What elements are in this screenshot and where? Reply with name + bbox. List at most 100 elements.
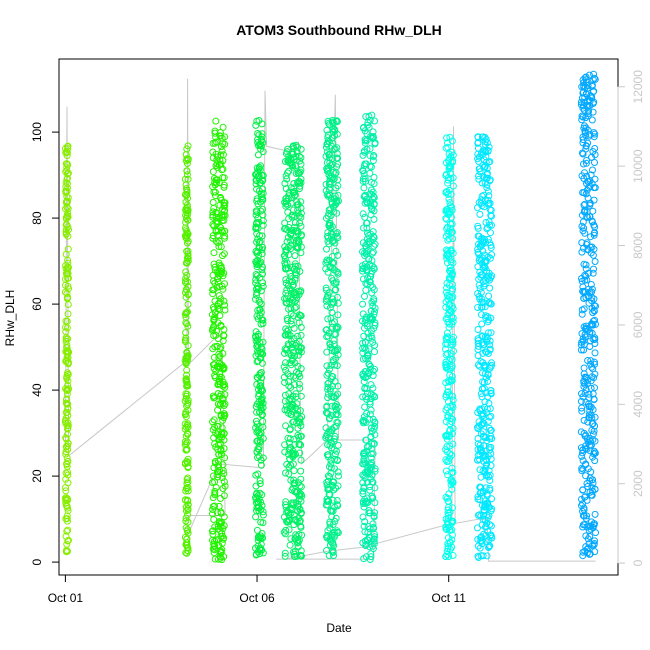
data-point: [477, 533, 485, 541]
data-point: [297, 166, 305, 174]
data-point: [443, 291, 451, 299]
data-point: [445, 165, 453, 173]
data-point: [477, 483, 485, 491]
data-point: [288, 340, 296, 348]
data-point: [218, 424, 226, 432]
data-point: [578, 464, 586, 472]
point-series-1: [61, 142, 73, 556]
data-point: [488, 532, 495, 540]
data-point: [220, 470, 228, 478]
data-point: [292, 393, 300, 401]
data-point: [63, 148, 70, 156]
data-point: [486, 284, 494, 292]
data-point: [184, 506, 192, 514]
data-point: [323, 302, 331, 310]
point-series-10: [577, 70, 599, 560]
data-point: [367, 553, 375, 561]
data-point: [335, 197, 342, 205]
data-point: [589, 269, 597, 277]
data-point: [478, 339, 486, 347]
data-point: [483, 181, 491, 189]
data-point: [369, 450, 377, 458]
data-point: [62, 145, 69, 152]
data-point: [478, 540, 486, 548]
data-point: [183, 232, 191, 240]
data-point: [291, 304, 299, 312]
data-point: [322, 284, 330, 292]
data-point: [324, 212, 332, 220]
data-point: [577, 397, 585, 405]
data-point: [369, 372, 377, 380]
data-point: [479, 552, 487, 560]
data-point: [181, 411, 189, 419]
data-point: [586, 533, 594, 540]
data-point: [478, 393, 486, 401]
data-point: [62, 450, 70, 458]
data-point: [475, 342, 483, 350]
data-point: [64, 213, 72, 221]
data-point: [64, 145, 72, 153]
data-point: [485, 272, 493, 280]
data-point: [184, 142, 192, 150]
data-point: [482, 348, 489, 356]
data-point: [214, 231, 222, 239]
data-point: [330, 446, 338, 454]
data-point: [292, 339, 300, 347]
data-point: [586, 407, 594, 415]
y-tick-label: 80: [30, 211, 44, 225]
data-point: [581, 74, 589, 82]
data-point: [62, 443, 70, 451]
data-point: [333, 118, 341, 126]
y2-tick-label: 0: [631, 559, 645, 566]
data-point: [483, 139, 491, 147]
data-point: [363, 320, 371, 328]
data-point: [183, 206, 191, 214]
data-point: [221, 306, 229, 314]
data-point: [443, 329, 451, 337]
data-point: [322, 434, 330, 442]
data-point: [579, 189, 587, 196]
data-point: [183, 352, 191, 360]
data-point: [209, 472, 217, 480]
data-point: [476, 165, 484, 173]
data-point: [325, 491, 333, 498]
data-point: [282, 469, 289, 477]
data-point: [259, 263, 266, 271]
data-point: [334, 160, 342, 168]
data-point: [290, 521, 298, 529]
data-point: [212, 117, 220, 125]
data-point: [476, 268, 484, 276]
data-point: [217, 508, 225, 516]
data-point: [443, 388, 451, 396]
data-point: [284, 282, 292, 290]
data-point: [359, 310, 367, 318]
data-point: [446, 199, 454, 207]
data-point: [584, 112, 592, 120]
data-point: [482, 522, 490, 530]
data-point: [182, 329, 190, 337]
data-point: [285, 390, 293, 398]
data-point: [212, 138, 220, 146]
data-point: [286, 332, 294, 339]
data-point: [214, 239, 222, 247]
data-point: [578, 248, 586, 256]
data-point: [363, 266, 370, 274]
data-point: [443, 215, 451, 223]
data-point: [183, 145, 191, 153]
data-point: [291, 352, 299, 360]
data-point: [367, 362, 374, 370]
data-point: [442, 456, 450, 464]
data-point: [578, 275, 585, 282]
data-point: [255, 244, 263, 251]
data-point: [214, 400, 222, 408]
data-point: [297, 475, 305, 483]
data-point: [219, 205, 226, 213]
data-point: [371, 484, 379, 492]
data-point: [287, 411, 295, 419]
data-point: [370, 193, 378, 200]
data-point: [587, 357, 595, 365]
data-point: [281, 219, 289, 227]
data-point: [479, 261, 487, 269]
data-point: [333, 497, 341, 504]
